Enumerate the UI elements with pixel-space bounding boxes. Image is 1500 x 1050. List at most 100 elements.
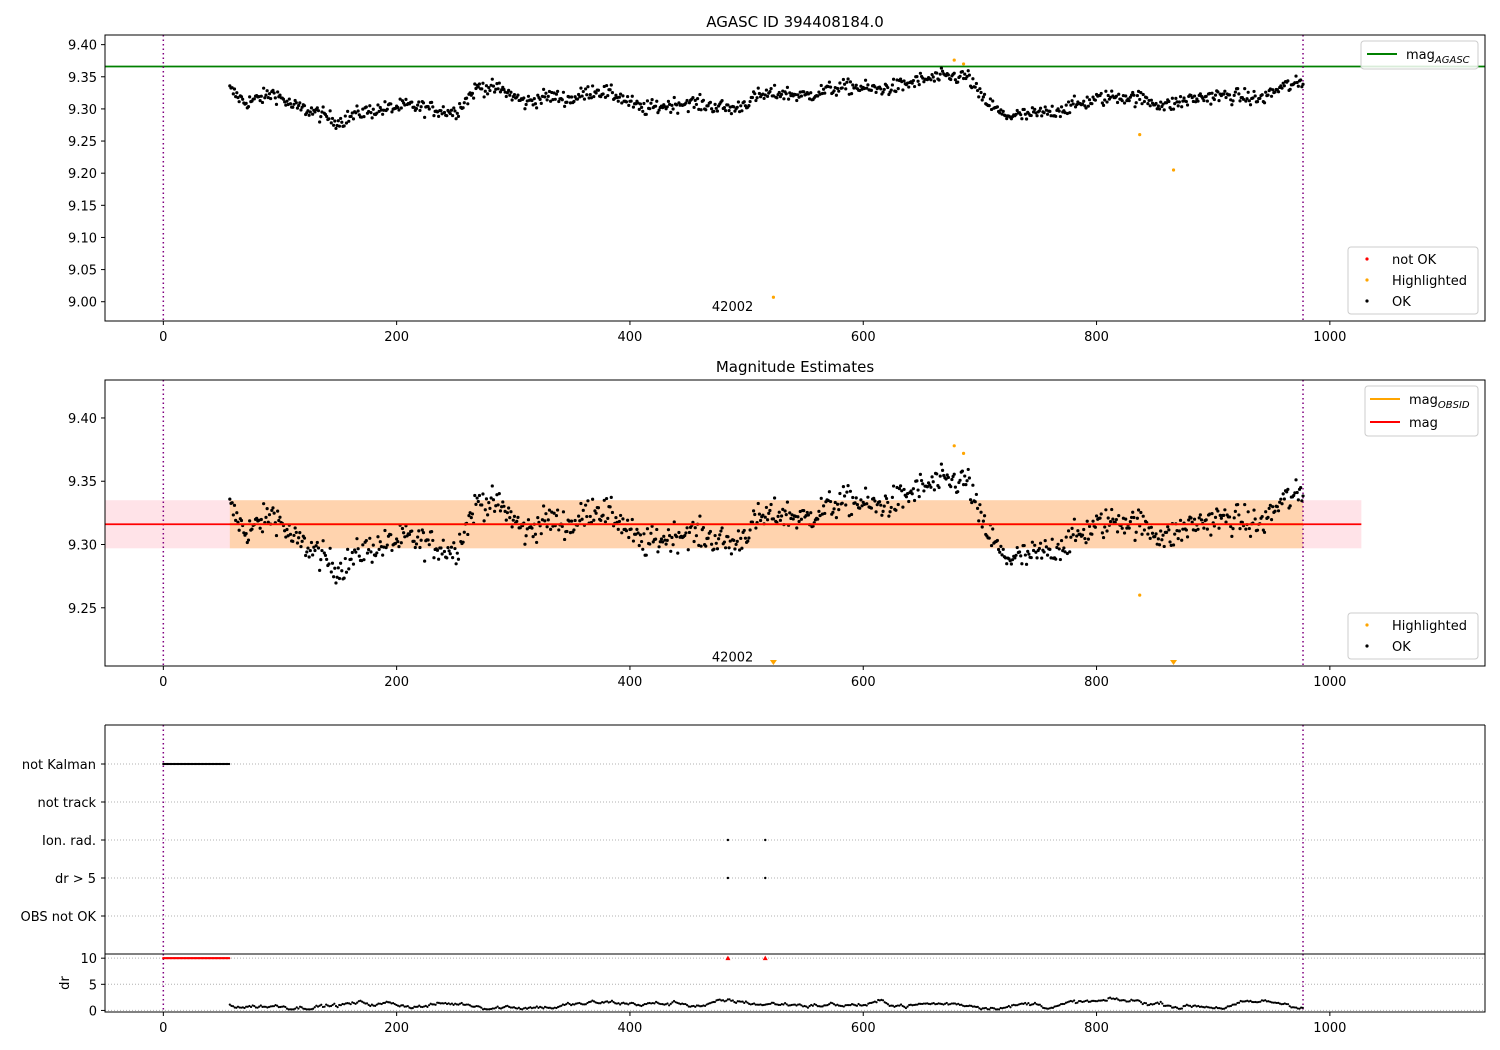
dr-point xyxy=(263,1005,266,1008)
ok-point xyxy=(1205,527,1209,531)
ok-point xyxy=(699,544,703,548)
ok-point xyxy=(860,504,864,508)
ok-point xyxy=(1202,98,1206,103)
ok-point xyxy=(1131,90,1135,95)
ok-point xyxy=(378,540,382,544)
ok-point xyxy=(302,104,307,108)
ok-point xyxy=(1103,525,1107,529)
ok-point xyxy=(692,539,696,544)
ok-point xyxy=(481,81,485,85)
ok-point xyxy=(932,488,936,492)
ok-point xyxy=(493,90,497,94)
ok-point xyxy=(440,552,444,556)
dr-point xyxy=(519,1007,522,1011)
ok-point xyxy=(1122,101,1127,105)
ok-point xyxy=(1037,109,1041,113)
dr-point xyxy=(1040,1005,1043,1008)
ok-point xyxy=(841,77,846,82)
ok-point xyxy=(1114,94,1118,98)
ok-point xyxy=(854,83,858,87)
ok-point xyxy=(975,88,980,93)
x-tick-label: 400 xyxy=(618,675,643,690)
ok-point-group xyxy=(228,66,1305,131)
ok-point xyxy=(939,462,943,466)
ok-point xyxy=(761,513,765,517)
ok-point xyxy=(1087,524,1092,528)
dr-point xyxy=(243,1006,246,1010)
ok-point xyxy=(232,503,237,507)
ok-point xyxy=(575,97,580,101)
ok-point xyxy=(644,553,648,557)
ok-point xyxy=(592,518,596,522)
ok-point xyxy=(1252,89,1256,94)
ok-point xyxy=(748,99,752,104)
dr-point xyxy=(792,1003,795,1006)
dr-point xyxy=(279,1005,282,1009)
dr-point xyxy=(857,1002,860,1006)
ok-point xyxy=(321,105,325,109)
ok-point xyxy=(357,554,361,558)
ok-point xyxy=(891,77,896,81)
highlighted-point-group xyxy=(771,58,1176,299)
ok-point xyxy=(796,515,800,519)
ok-point xyxy=(614,515,618,520)
x-tick-label: 600 xyxy=(851,1021,876,1036)
ok-point xyxy=(287,97,291,101)
ok-point xyxy=(516,515,520,519)
ok-point xyxy=(442,110,447,115)
dr-point xyxy=(1270,1001,1273,1004)
ok-point xyxy=(1232,93,1236,97)
ok-point xyxy=(817,509,821,513)
ok-point xyxy=(701,525,706,530)
dr-point xyxy=(329,1004,333,1008)
ok-point xyxy=(818,513,822,518)
dr-point xyxy=(924,1002,927,1005)
dr-point xyxy=(236,1005,240,1008)
ok-point xyxy=(799,94,804,98)
ok-point xyxy=(490,484,494,488)
ok-point xyxy=(547,508,552,512)
ok-point xyxy=(733,547,737,551)
ok-point xyxy=(609,495,613,499)
ok-point xyxy=(624,529,629,533)
ok-point xyxy=(546,518,550,522)
dr-point xyxy=(1177,1007,1180,1010)
ok-point xyxy=(291,539,295,543)
ok-point xyxy=(470,512,475,516)
ok-point xyxy=(1150,531,1155,535)
ok-point xyxy=(510,98,514,102)
dr-point xyxy=(248,1004,251,1008)
dr-point xyxy=(875,1001,878,1004)
ok-point xyxy=(882,87,886,92)
ok-point xyxy=(293,526,297,530)
dr-point xyxy=(1166,1004,1169,1007)
ok-point xyxy=(841,485,846,489)
ok-point xyxy=(987,104,991,108)
flag-row-label: Ion. rad. xyxy=(42,834,96,849)
ok-point xyxy=(1027,552,1031,556)
ok-point xyxy=(452,106,456,110)
ok-point xyxy=(1023,112,1027,116)
ok-point xyxy=(1205,99,1209,103)
ok-point xyxy=(751,509,756,513)
ok-point xyxy=(779,514,784,518)
ok-point xyxy=(999,108,1003,112)
dr-point xyxy=(782,1003,785,1006)
ok-point xyxy=(453,546,457,551)
ok-point xyxy=(1044,545,1048,549)
ok-point xyxy=(461,106,465,110)
ok-point xyxy=(339,116,343,121)
ok-point xyxy=(768,90,772,94)
ok-point xyxy=(626,518,630,522)
dr-point xyxy=(828,1002,831,1006)
ok-point xyxy=(385,543,389,547)
ok-point xyxy=(698,514,702,518)
legend-label: Highlighted xyxy=(1392,619,1467,634)
dr-point xyxy=(1025,1003,1028,1006)
dr-point xyxy=(302,1007,305,1010)
ok-point xyxy=(462,530,466,534)
ok-point xyxy=(265,507,269,511)
ok-point xyxy=(398,97,402,101)
ok-point xyxy=(385,107,389,111)
